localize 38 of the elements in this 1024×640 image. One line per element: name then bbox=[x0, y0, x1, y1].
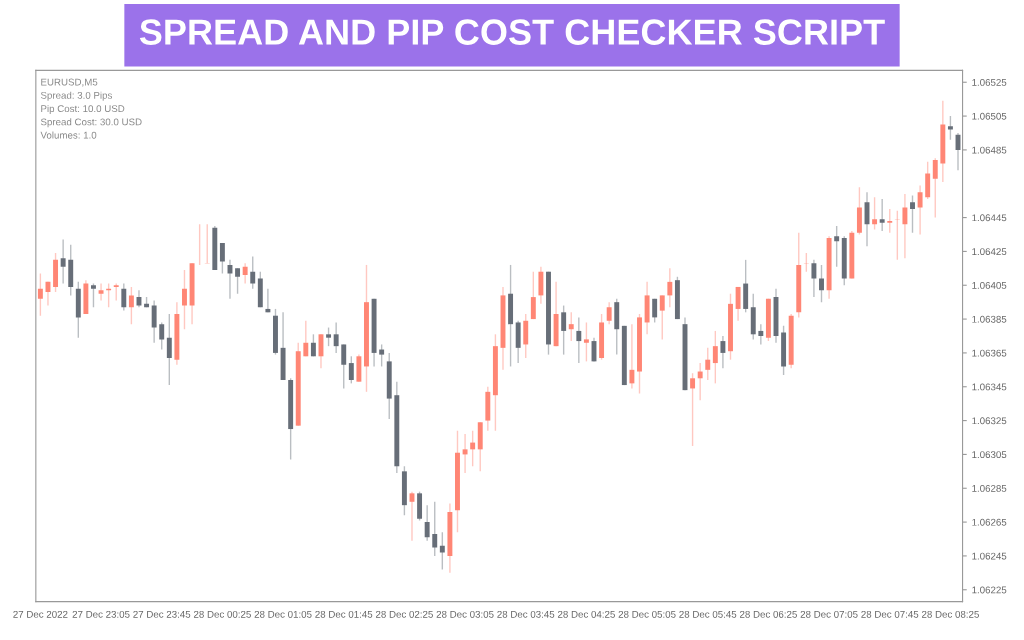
annotation: Spread Cost: 30.0 USD bbox=[40, 118, 142, 128]
y-tick-label: 1.06245 bbox=[972, 552, 1007, 560]
y-tick-label: 1.06385 bbox=[972, 315, 1007, 323]
y-tick-label: 1.06265 bbox=[972, 518, 1007, 526]
chart-title: SPREAD AND PIP COST CHECKER SCRIPT bbox=[139, 19, 885, 45]
x-tick-label: 28 Dec 04:25 bbox=[557, 610, 615, 618]
y-tick-label: 1.06425 bbox=[972, 248, 1007, 256]
y-tick-label: 1.06325 bbox=[972, 417, 1007, 425]
x-tick-label: 28 Dec 05:45 bbox=[679, 610, 737, 618]
y-tick-label: 1.06525 bbox=[972, 78, 1007, 86]
y-tick-label: 1.06445 bbox=[972, 214, 1007, 222]
y-tick-label: 1.06305 bbox=[972, 451, 1007, 459]
x-tick-label: 28 Dec 03:05 bbox=[436, 610, 494, 618]
x-tick-label: 28 Dec 02:25 bbox=[375, 610, 433, 618]
x-tick-label: 28 Dec 07:05 bbox=[800, 610, 858, 618]
x-tick-label: 28 Dec 01:45 bbox=[315, 610, 373, 618]
annotation: Volumes: 1.0 bbox=[40, 131, 97, 139]
x-tick-label: 27 Dec 23:45 bbox=[133, 610, 191, 618]
x-tick-label: 27 Dec 2022 bbox=[13, 610, 68, 618]
y-tick-label: 1.06485 bbox=[972, 146, 1007, 154]
y-tick-label: 1.06225 bbox=[972, 586, 1007, 594]
x-tick-label: 28 Dec 05:05 bbox=[618, 610, 676, 618]
candlestick bbox=[98, 282, 104, 302]
y-tick-label: 1.06285 bbox=[972, 484, 1007, 492]
x-tick-label: 28 Dec 08:25 bbox=[922, 610, 979, 618]
x-tick-label: 28 Dec 01:05 bbox=[254, 610, 312, 618]
annotation: Pip Cost: 10.0 USD bbox=[41, 104, 125, 114]
annotation: Spread: 3.0 Pips bbox=[40, 91, 112, 101]
y-tick-label: 1.06345 bbox=[972, 383, 1007, 391]
x-tick-label: 28 Dec 00:25 bbox=[193, 610, 251, 618]
annotation: EURUSD,M5 bbox=[41, 78, 98, 87]
x-tick-label: 28 Dec 03:45 bbox=[497, 610, 555, 618]
y-tick-label: 1.06365 bbox=[972, 349, 1007, 357]
x-tick-label: 28 Dec 06:25 bbox=[739, 610, 797, 618]
y-tick-label: 1.06405 bbox=[972, 281, 1007, 289]
x-tick-label: 28 Dec 07:45 bbox=[861, 610, 919, 618]
y-tick-label: 1.06505 bbox=[972, 112, 1007, 120]
x-tick-label: 27 Dec 23:05 bbox=[72, 610, 130, 618]
